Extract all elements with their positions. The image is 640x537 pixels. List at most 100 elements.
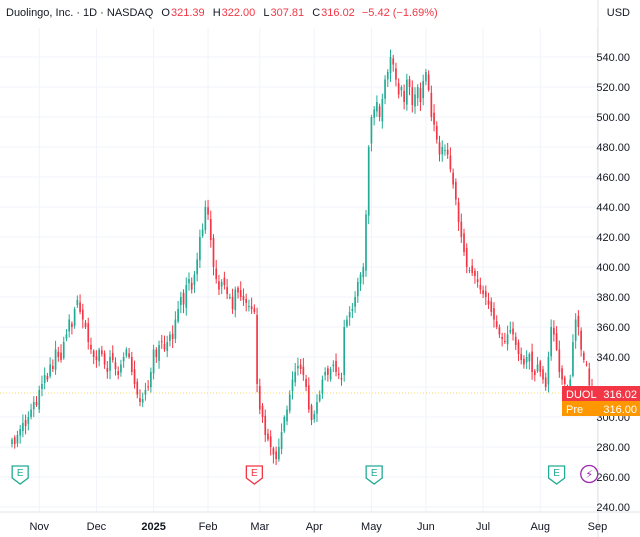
candle-body [169,334,171,341]
candle-body [294,372,297,383]
candle-body [441,147,444,155]
candle-body [569,379,572,392]
pre-market-tag-label: Pre [566,404,583,416]
candle-body [310,405,313,420]
candle-body [163,343,166,350]
candle-body [147,386,149,388]
pre-market-tag-bg [562,401,640,416]
candle-body [384,79,386,99]
candle-body [92,350,95,357]
candle-body [498,327,501,335]
candle-body [218,281,220,290]
candle-body [136,381,139,395]
candle-body [248,306,250,307]
candle-body [98,349,100,362]
earnings-marker-label: E [371,468,378,479]
candle-body [359,274,362,284]
candle-body [430,92,433,117]
candle-body [128,353,130,357]
candle-body [297,366,299,369]
candle-body [79,302,81,312]
y-tick-label: 260.00 [596,472,630,484]
candle-body [495,321,498,327]
candle-body [188,279,190,284]
candle-body [54,349,57,370]
candle-body [239,290,242,297]
candle-body [580,330,582,350]
candle-body [16,435,19,444]
candle-body [114,362,117,369]
candle-body [533,370,536,375]
open-label: O [161,7,170,19]
candle-body [327,368,329,375]
y-tick-label: 360.00 [596,322,630,334]
candle-body [365,214,367,271]
x-tick-label: Aug [530,521,550,533]
candle-body [457,202,460,222]
candle-body [199,237,201,261]
candle-body [212,237,215,267]
candle-body [416,87,419,99]
x-tick-label: Jun [417,521,435,533]
candle-body [550,327,552,357]
candle-body [103,353,106,365]
candle-body [24,420,27,426]
candle-body [386,72,389,80]
candle-body [474,270,476,276]
earnings-marker-label: E [17,468,24,479]
candle-body [346,319,348,327]
dividend-marker [580,464,599,484]
candle-body [484,291,487,297]
candle-body [185,285,188,308]
candle-body [144,390,147,395]
candle-body [302,366,305,375]
candle-body [504,340,506,342]
candle-body [226,287,228,294]
x-tick-label: May [361,521,382,533]
candle-body [444,150,446,151]
candle-body [553,327,555,335]
candle-body [106,367,109,372]
earnings-marker [547,465,566,485]
candle-body [68,319,71,332]
candle-body [204,207,207,230]
last-price-tag-value: 316.02 [603,389,637,401]
candle-body [117,371,120,375]
candle-body [286,409,288,422]
currency-label[interactable]: USD [606,7,630,19]
candle-body [120,364,122,373]
candle-body [237,287,239,293]
price-tags: DUOL 316.02 Pre 316.00 [562,386,640,416]
candle-body [367,147,370,216]
candle-body [463,233,465,252]
candle-body [133,369,136,384]
candle-body [362,267,365,278]
y-tick-label: 420.00 [596,232,630,244]
candle-body [38,390,41,410]
candle-body [400,87,403,91]
candle-body [90,344,92,350]
candle-body [73,309,76,326]
candle-body [582,352,585,360]
candle-body [27,417,30,424]
candle-body [411,87,414,105]
candle-body [523,358,525,365]
candle-body [512,328,514,335]
y-tick-label: 460.00 [596,172,630,184]
candle-body [354,297,356,307]
candle-body [316,402,318,414]
candle-body [158,345,160,361]
y-tick-label: 500.00 [596,112,630,124]
candle-body [348,312,351,318]
candle-body [196,259,199,275]
candle-body [574,319,577,341]
candle-body [389,57,392,74]
candle-body [11,439,13,444]
change-value: −5.42 (−1.69%) [361,7,438,19]
candle-body [46,375,49,380]
candle-body [190,282,193,290]
candle-body [261,405,264,417]
candle-body [427,74,430,90]
event-markers: E E E E ⚡ [11,464,599,485]
